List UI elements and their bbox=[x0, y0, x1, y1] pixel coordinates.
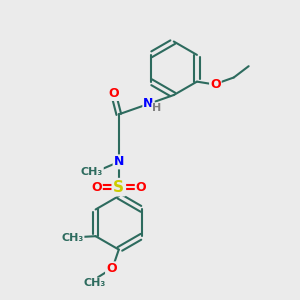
Text: CH₃: CH₃ bbox=[61, 233, 84, 243]
Text: O: O bbox=[136, 181, 146, 194]
Text: O: O bbox=[91, 181, 102, 194]
Text: O: O bbox=[108, 87, 119, 100]
Text: N: N bbox=[114, 155, 124, 168]
Text: O: O bbox=[106, 262, 117, 275]
Text: H: H bbox=[152, 103, 161, 113]
Text: CH₃: CH₃ bbox=[81, 167, 103, 177]
Text: CH₃: CH₃ bbox=[84, 278, 106, 288]
Text: S: S bbox=[113, 180, 124, 195]
Text: N: N bbox=[143, 98, 154, 110]
Text: O: O bbox=[210, 77, 221, 91]
